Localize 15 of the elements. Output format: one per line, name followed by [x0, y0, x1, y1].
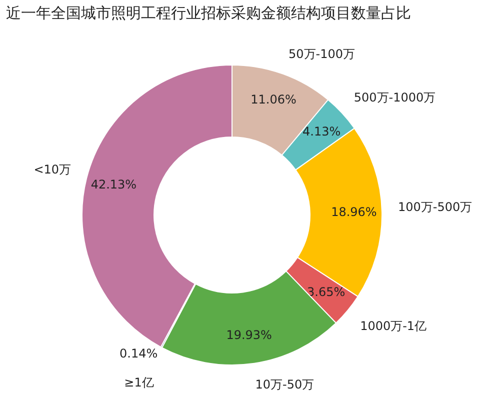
data-label: 42.13% — [90, 177, 137, 192]
data-label: 3.65% — [307, 284, 346, 299]
data-label: 18.96% — [331, 204, 377, 219]
slice-label: 50万-100万 — [288, 47, 356, 62]
slice-label: ≥1亿 — [124, 376, 154, 390]
data-label: 0.14% — [120, 346, 158, 361]
slice-label: 100万-500万 — [398, 200, 472, 214]
slice-label: 1000万-1亿 — [360, 318, 427, 333]
slice-label: 500万-1000万 — [354, 90, 436, 105]
slice-label: 10万-50万 — [255, 378, 314, 392]
chart-title: 近一年全国城市照明工程行业招标采购金额结构项目数量占比 — [6, 4, 411, 22]
slice-label: <10万 — [34, 162, 72, 177]
data-label: 4.13% — [302, 124, 341, 138]
data-label: 11.06% — [250, 92, 296, 107]
data-label: 19.93% — [226, 328, 272, 342]
